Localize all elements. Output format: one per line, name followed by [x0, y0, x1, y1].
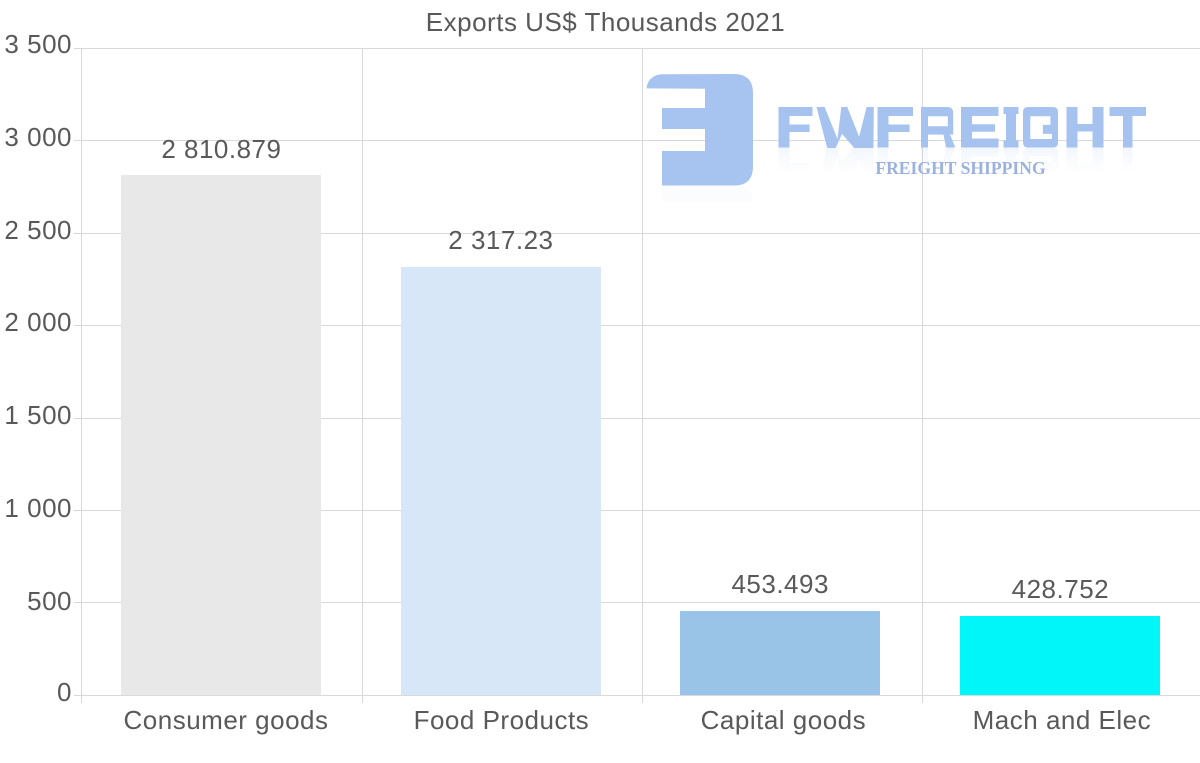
svg-text:FREIGHT SHIPPING: FREIGHT SHIPPING	[875, 158, 1046, 178]
